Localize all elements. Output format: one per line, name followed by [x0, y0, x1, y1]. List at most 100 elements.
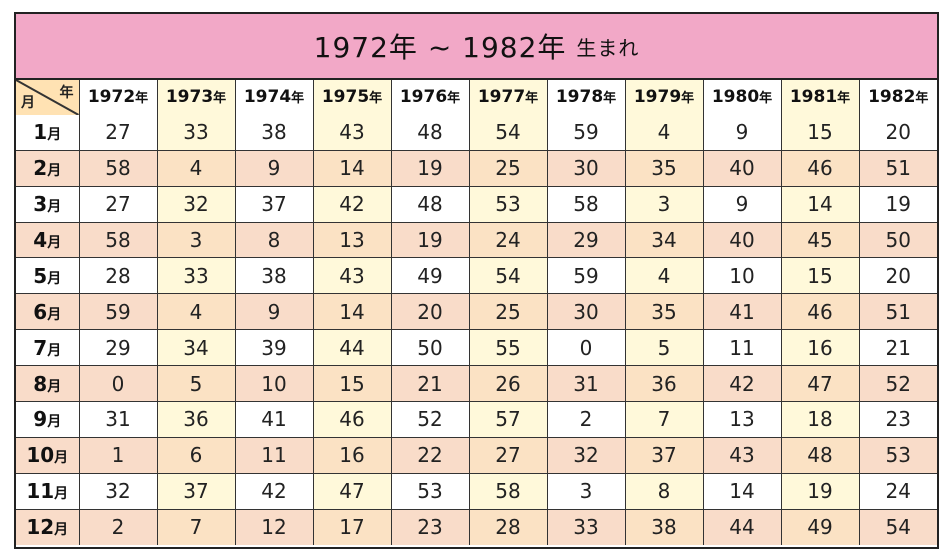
table-row: 9月 31 36 41 46 52 57 2 7 13 18 23	[16, 401, 937, 438]
month-label-12: 12月	[16, 508, 80, 545]
table-row: 2月 58 4 9 14 19 25 30 35 40 46 51	[16, 149, 937, 187]
year-suffix: 年	[369, 91, 383, 107]
table-cell: 9	[702, 114, 782, 151]
table-cell: 4	[156, 149, 236, 187]
table-cell: 43	[312, 114, 392, 151]
table-cell: 7	[624, 401, 704, 438]
table-cell: 48	[390, 185, 470, 223]
table-cell: 14	[780, 185, 860, 223]
year-header-1974: 1974年	[234, 80, 314, 115]
year-suffix: 年	[525, 91, 539, 107]
table-cell: 46	[312, 401, 392, 438]
month-suffix: 月	[47, 235, 62, 251]
year-number: 1982	[868, 87, 916, 108]
table-cell: 35	[624, 149, 704, 187]
year-number: 1979	[633, 87, 682, 108]
month-suffix: 月	[47, 414, 62, 431]
table-cell: 23	[390, 508, 470, 545]
table-cell: 33	[156, 257, 236, 295]
table-cell: 16	[780, 329, 860, 367]
table-cell: 38	[234, 257, 314, 295]
month-label-4: 4月	[16, 221, 80, 259]
table-cell: 45	[780, 221, 860, 259]
header-row: 年 月 1972年 1973年 1974年 1975年 1976年 1977年 1978年 1…	[16, 80, 937, 115]
month-suffix: 月	[47, 199, 62, 216]
month-suffix: 月	[47, 378, 62, 395]
table-cell: 21	[390, 365, 470, 403]
table-cell: 53	[468, 185, 548, 223]
table-cell: 30	[546, 293, 626, 331]
table-cell: 15	[780, 257, 860, 295]
month-label-3: 3月	[16, 185, 80, 223]
table-cell: 10	[234, 365, 314, 403]
month-suffix: 月	[54, 486, 69, 503]
month-label-10: 10月	[16, 436, 80, 474]
table-cell: 53	[390, 472, 470, 510]
table-cell: 4	[156, 293, 236, 331]
table-cell: 20	[858, 257, 937, 295]
table-cell: 49	[780, 508, 860, 545]
table-cell: 9	[234, 293, 314, 331]
table-cell: 17	[312, 508, 392, 545]
table-cell: 37	[234, 185, 314, 223]
table-cell: 49	[390, 257, 470, 295]
table-cell: 13	[702, 401, 782, 438]
table-cell: 55	[468, 329, 548, 367]
year-suffix: 年	[915, 91, 929, 107]
table-cell: 5	[624, 329, 704, 367]
table-cell: 0	[78, 365, 158, 403]
table-cell: 40	[702, 221, 782, 259]
year-number: 1978	[555, 87, 604, 108]
table-cell: 28	[78, 257, 158, 295]
table-cell: 52	[390, 401, 470, 438]
year-suffix: 年	[291, 91, 305, 107]
table-cell: 31	[78, 401, 158, 438]
table-cell: 26	[468, 365, 548, 403]
table-cell: 38	[234, 114, 314, 151]
month-suffix: 月	[47, 270, 62, 287]
table-cell: 16	[312, 436, 392, 474]
table-cell: 50	[858, 221, 937, 259]
year-header-1975: 1975年	[312, 80, 392, 115]
table-cell: 54	[858, 508, 937, 545]
month-suffix: 月	[47, 127, 62, 144]
year-number: 1981	[789, 87, 838, 108]
month-label-1: 1月	[16, 114, 80, 151]
table-cell: 27	[468, 436, 548, 474]
table-cell: 9	[702, 185, 782, 223]
month-number: 11	[26, 479, 55, 504]
table-cell: 33	[156, 114, 236, 151]
table-cell: 29	[78, 329, 158, 367]
table-cell: 52	[858, 365, 937, 403]
table-cell: 37	[624, 436, 704, 474]
year-suffix: 年	[837, 91, 851, 107]
month-suffix: 月	[47, 163, 62, 180]
table-cell: 34	[624, 221, 704, 259]
month-label-5: 5月	[16, 257, 80, 295]
table-cell: 48	[390, 114, 470, 151]
table-cell: 46	[780, 149, 860, 187]
table-cell: 43	[702, 436, 782, 474]
table-cell: 25	[468, 293, 548, 331]
table-cell: 8	[624, 472, 704, 510]
table-cell: 3	[624, 185, 704, 223]
table-title: 1972年 ~ 1982年 生まれ	[16, 14, 937, 80]
table-cell: 15	[312, 365, 392, 403]
table-cell: 14	[312, 149, 392, 187]
year-header-1976: 1976年	[390, 80, 470, 115]
month-label-2: 2月	[16, 149, 80, 187]
table-cell: 59	[546, 257, 626, 295]
table-cell: 5	[156, 365, 236, 403]
table-cell: 41	[234, 401, 314, 438]
year-suffix: 年	[213, 91, 227, 107]
year-number: 1977	[477, 87, 526, 108]
table-cell: 15	[780, 114, 860, 151]
corner-cell: 年 月	[16, 80, 80, 115]
table-row: 6月 59 4 9 14 20 25 30 35 41 46 51	[16, 293, 937, 331]
title-main: 1972年 ~ 1982年	[313, 31, 567, 64]
table-cell: 59	[546, 114, 626, 151]
table-cell: 42	[234, 472, 314, 510]
month-label-11: 11月	[16, 472, 80, 510]
table-cell: 29	[546, 221, 626, 259]
table-cell: 3	[546, 472, 626, 510]
